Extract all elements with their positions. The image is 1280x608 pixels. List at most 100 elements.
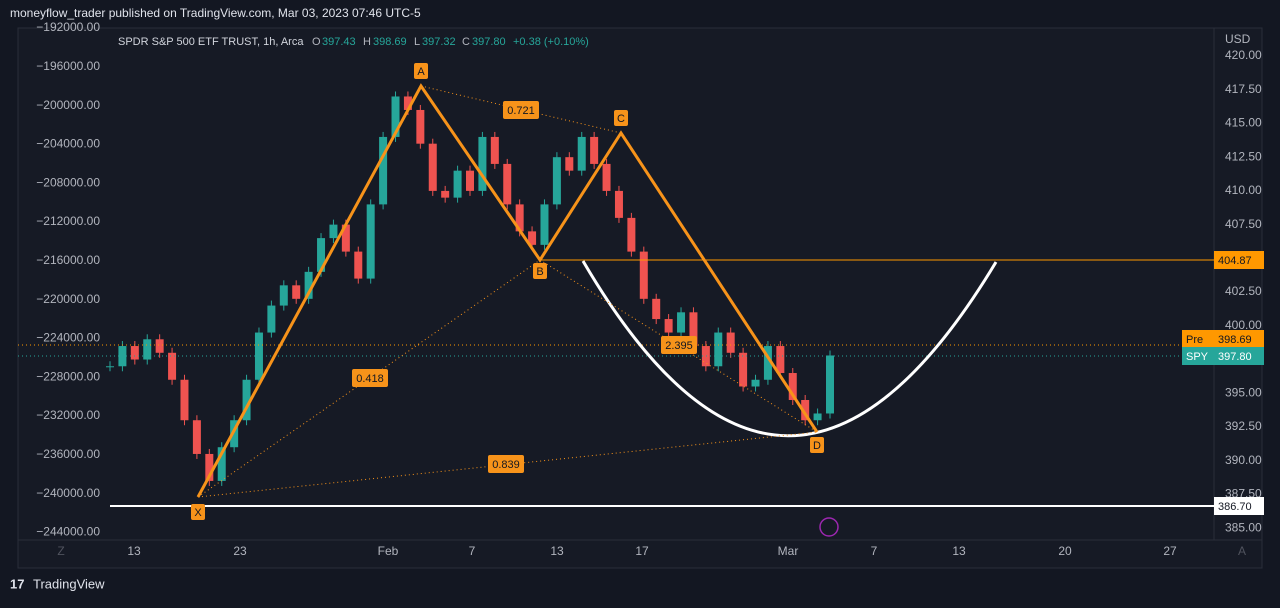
left-axis-label: −228000.00 [36, 369, 100, 383]
candle [726, 332, 735, 353]
l-value: 397.32 [422, 36, 456, 48]
currency: USD [1225, 32, 1251, 46]
right-axis-label: 390.00 [1225, 453, 1262, 467]
candle [329, 224, 338, 239]
x-axis-label: Feb [378, 544, 399, 558]
right-axis-label: 412.50 [1225, 149, 1262, 163]
point-badge [614, 110, 628, 126]
resistance-label: 404.87 [1218, 255, 1252, 267]
spy-tag-bg [1182, 347, 1214, 365]
candle [614, 190, 623, 218]
spy-tag: SPY [1186, 351, 1209, 363]
corner-button: Z [57, 544, 64, 558]
point-badge [191, 504, 205, 520]
x-axis-label: Mar [778, 544, 799, 558]
ratio-label: 0.721 [507, 105, 535, 117]
ratio-label: 0.839 [492, 459, 520, 471]
candle [664, 319, 673, 333]
candle [565, 157, 574, 171]
l-label: L [414, 36, 420, 48]
x-axis-label: 17 [635, 544, 649, 558]
resistance-label-bg [1214, 251, 1264, 269]
candle [304, 271, 313, 299]
candle [168, 352, 177, 380]
candle [366, 204, 375, 279]
point-label: X [194, 507, 202, 519]
candle [540, 204, 549, 245]
c-label: C [462, 36, 470, 48]
candle [403, 96, 412, 110]
left-axis-label: −216000.00 [36, 253, 100, 267]
footer-logo: 17 [10, 576, 24, 591]
right-axis-label: 395.00 [1225, 385, 1262, 399]
left-axis-label: −224000.00 [36, 331, 100, 345]
candle [813, 413, 822, 421]
spy-label: 397.80 [1218, 351, 1252, 363]
right-axis-label: 400.00 [1225, 318, 1262, 332]
right-axis-label: 420.00 [1225, 48, 1262, 62]
point-label: B [536, 266, 543, 278]
ratio-label: 2.395 [665, 340, 693, 352]
o-value: 397.43 [322, 36, 356, 48]
left-axis-label: −212000.00 [36, 214, 100, 228]
right-axis-label: 415.00 [1225, 116, 1262, 130]
support-label: 386.70 [1218, 501, 1252, 513]
right-axis-label: 385.00 [1225, 520, 1262, 534]
symbol: SPDR S&P 500 ETF TRUST, 1h, Arca [118, 36, 304, 48]
left-axis-label: −192000.00 [36, 20, 100, 34]
candle [292, 285, 301, 299]
candle [341, 224, 350, 252]
candle [180, 379, 189, 421]
point-label: D [813, 440, 821, 452]
candle [478, 136, 487, 191]
right-axis-label: 392.50 [1225, 419, 1262, 433]
candle [639, 251, 648, 299]
right-axis-label: 410.00 [1225, 183, 1262, 197]
candle [652, 298, 661, 320]
candle [490, 136, 499, 164]
candle [130, 346, 139, 360]
o-label: O [312, 36, 321, 48]
candle [552, 157, 561, 205]
candle [416, 109, 425, 144]
candle [354, 251, 363, 279]
ratio-badge [352, 369, 388, 387]
left-axis-label: −208000.00 [36, 175, 100, 189]
x-axis-label: 23 [233, 544, 247, 558]
candle [602, 163, 611, 191]
candle [317, 238, 326, 272]
candle [230, 420, 239, 448]
spy-label-bg [1214, 347, 1264, 365]
candle [763, 346, 772, 380]
h-label: H [363, 36, 371, 48]
x-axis-label: 7 [871, 544, 878, 558]
right-axis-label: 402.50 [1225, 284, 1262, 298]
x-axis-label: 7 [469, 544, 476, 558]
candle [391, 96, 400, 137]
ratio-badge [661, 336, 697, 354]
candle [453, 170, 462, 198]
candle [503, 163, 512, 205]
left-axis-label: −240000.00 [36, 486, 100, 500]
point-badge [810, 437, 824, 453]
pre-tag-bg [1182, 330, 1214, 348]
event-icon[interactable] [819, 517, 839, 537]
x-axis-label: 13 [952, 544, 966, 558]
candle [677, 312, 686, 333]
left-axis-label: −204000.00 [36, 137, 100, 151]
right-axis-label: 407.50 [1225, 217, 1262, 231]
candle [515, 204, 524, 232]
footer-brand: TradingView [33, 576, 105, 591]
header: moneyflow_trader published on TradingVie… [10, 6, 421, 20]
pre-label: 398.69 [1218, 334, 1252, 346]
candle [143, 339, 152, 360]
support-label-bg [1214, 497, 1264, 515]
left-axis-label: −232000.00 [36, 408, 100, 422]
candle [267, 305, 276, 333]
x-axis-label: 20 [1058, 544, 1072, 558]
candle [689, 312, 698, 347]
candle [739, 352, 748, 387]
left-axis-label: −236000.00 [36, 447, 100, 461]
candle [627, 217, 636, 252]
